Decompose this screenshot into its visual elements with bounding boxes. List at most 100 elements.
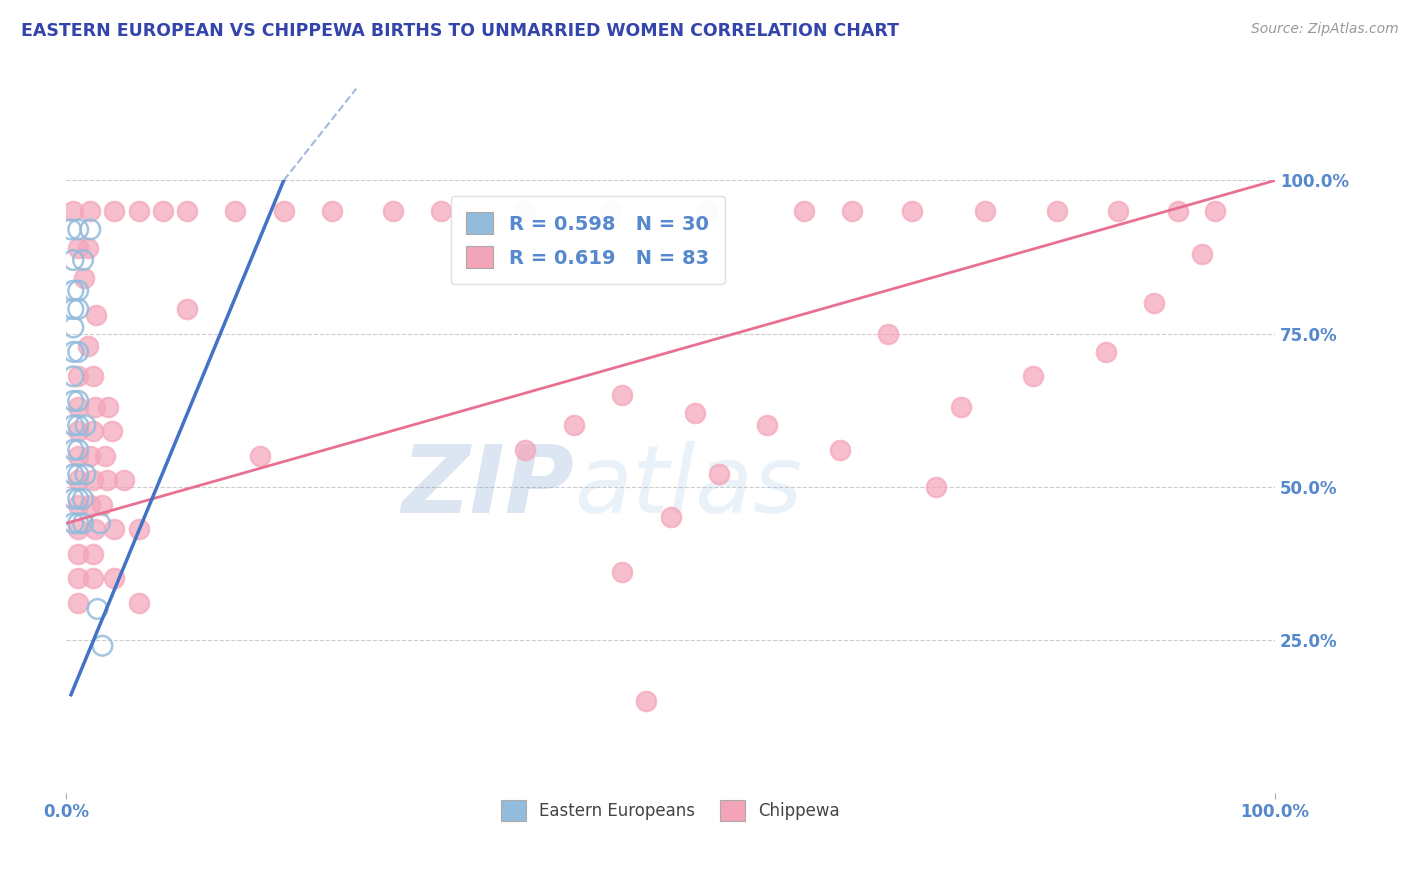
Point [67,369,90,384]
Point [841,204,863,219]
Point [73,271,96,285]
Point [72,491,94,506]
Point [62,253,84,268]
Point [1022,369,1045,384]
Point [128,596,150,610]
Point [1204,204,1226,219]
Point [62,418,84,433]
Point [79,204,101,219]
Point [792,204,814,219]
Point [599,204,621,219]
Point [103,204,125,219]
Point [79,222,101,236]
Point [1094,344,1116,359]
Point [77,241,100,255]
Point [62,301,84,316]
Point [67,393,90,408]
Point [515,442,537,457]
Point [62,204,84,219]
Point [103,571,125,585]
Point [67,571,90,585]
Point [430,204,453,219]
Text: ZIP: ZIP [401,441,574,533]
Point [696,204,718,219]
Point [62,442,84,457]
Point [86,602,108,616]
Point [62,344,84,359]
Point [67,498,90,512]
Point [82,547,104,561]
Point [67,301,90,316]
Point [67,400,90,414]
Point [91,639,114,653]
Text: Source: ZipAtlas.com: Source: ZipAtlas.com [1251,22,1399,37]
Point [877,326,900,341]
Point [82,425,104,439]
Point [94,449,117,463]
Point [1191,247,1213,261]
Point [67,523,90,537]
Point [67,449,90,463]
Point [67,491,90,506]
Point [84,523,107,537]
Point [62,369,84,384]
Point [82,571,104,585]
Point [82,369,104,384]
Point [901,204,924,219]
Point [67,284,90,298]
Point [62,491,84,506]
Point [176,301,198,316]
Point [67,467,90,482]
Point [62,516,84,531]
Point [1107,204,1129,219]
Point [562,418,585,433]
Point [828,442,851,457]
Point [75,467,97,482]
Point [79,449,101,463]
Point [77,339,100,353]
Point [112,474,135,488]
Point [62,320,84,334]
Point [75,418,97,433]
Point [973,204,995,219]
Point [89,516,111,531]
Point [949,400,972,414]
Point [84,400,107,414]
Point [224,204,246,219]
Point [756,418,779,433]
Point [249,449,271,463]
Point [79,498,101,512]
Point [86,308,108,322]
Point [152,204,174,219]
Point [67,596,90,610]
Text: EASTERN EUROPEAN VS CHIPPEWA BIRTHS TO UNMARRIED WOMEN CORRELATION CHART: EASTERN EUROPEAN VS CHIPPEWA BIRTHS TO U… [21,22,898,40]
Point [1143,296,1166,310]
Point [321,204,343,219]
Point [659,510,682,524]
Point [67,241,90,255]
Point [612,388,634,402]
Point [925,479,948,493]
Point [59,222,82,236]
Point [91,498,114,512]
Point [683,406,706,420]
Point [67,474,90,488]
Point [72,516,94,531]
Point [103,523,125,537]
Point [1046,204,1069,219]
Point [67,442,90,457]
Point [636,694,658,708]
Point [176,204,198,219]
Point [67,547,90,561]
Point [96,474,118,488]
Text: atlas: atlas [574,441,801,532]
Point [128,523,150,537]
Point [707,467,730,482]
Point [67,344,90,359]
Point [381,204,404,219]
Point [67,516,90,531]
Point [67,222,90,236]
Point [62,467,84,482]
Point [273,204,295,219]
Point [515,204,537,219]
